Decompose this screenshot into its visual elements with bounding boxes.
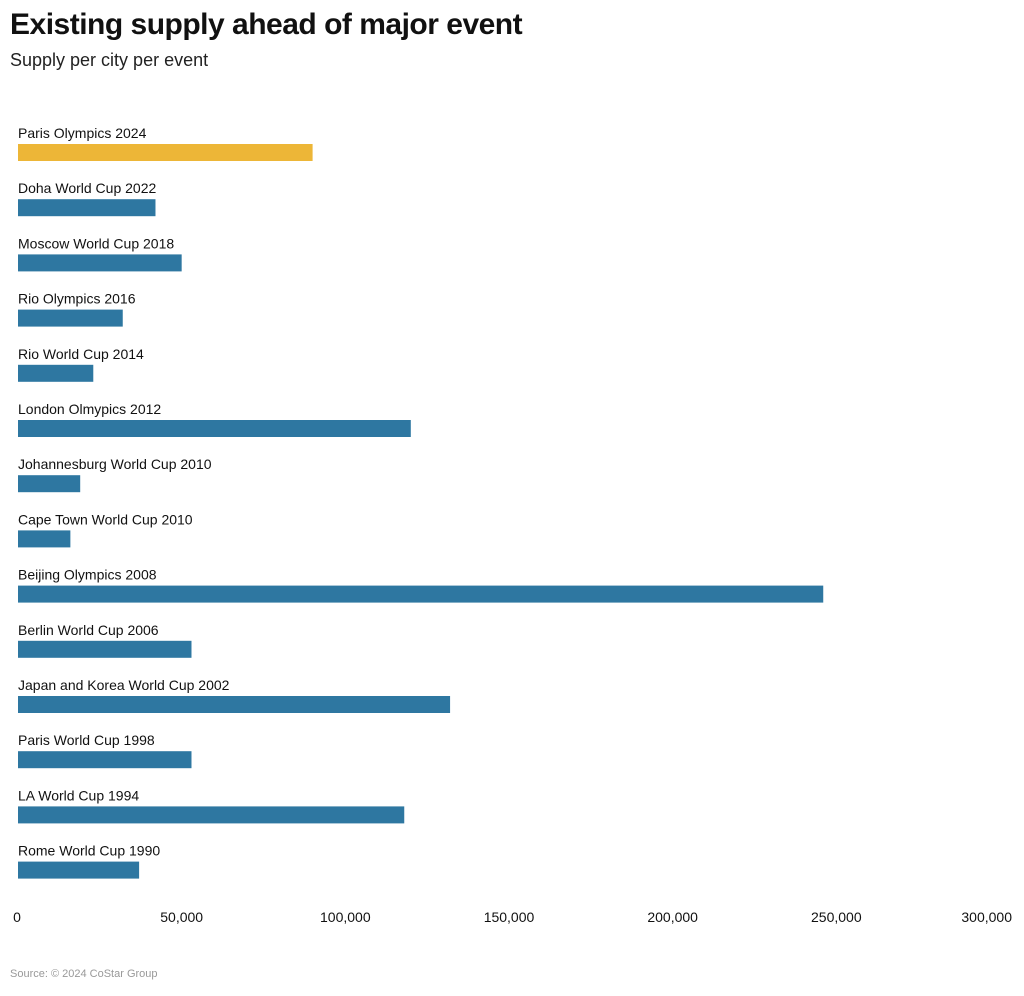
bar-paris-world-cup-1998 xyxy=(18,751,192,769)
bar-doha-world-cup-2022 xyxy=(18,199,156,217)
category-label-rio-world-cup-2014: Rio World Cup 2014 xyxy=(18,346,144,362)
bar-beijing-olympics-2008 xyxy=(18,585,824,603)
x-tick-label: 300,000 xyxy=(961,909,1012,925)
x-axis: 0 50,000 100,000 150,000 200,000 250,000 300,0… xyxy=(13,909,1012,925)
category-label-moscow-world-cup-2018: Moscow World Cup 2018 xyxy=(18,235,174,251)
category-label-cape-town-world-cup-2010: Cape Town World Cup 2010 xyxy=(18,511,193,527)
x-tick-label: 0 xyxy=(13,909,21,925)
category-label-johannesburg-world-cup-2010: Johannesburg World Cup 2010 xyxy=(18,456,212,472)
bar-rio-olympics-2016 xyxy=(18,309,123,327)
bar-london-olmypics-2012 xyxy=(18,420,411,437)
bar-berlin-world-cup-2006 xyxy=(18,640,192,658)
chart-subtitle: Supply per city per event xyxy=(10,50,209,70)
x-tick-label: 150,000 xyxy=(484,909,535,925)
category-label-doha-world-cup-2022: Doha World Cup 2022 xyxy=(18,180,156,196)
category-label-berlin-world-cup-2006: Berlin World Cup 2006 xyxy=(18,622,159,638)
category-label-rome-world-cup-1990: Rome World Cup 1990 xyxy=(18,843,160,859)
category-label-rio-olympics-2016: Rio Olympics 2016 xyxy=(18,291,136,307)
bar-paris-olympics-2024 xyxy=(18,144,313,161)
category-label-la-world-cup-1994: LA World Cup 1994 xyxy=(18,787,139,803)
category-label-paris-olympics-2024: Paris Olympics 2024 xyxy=(18,125,147,141)
bars-group: Paris Olympics 2024 Doha World Cup 2022 Mo… xyxy=(18,125,824,879)
x-tick-label: 200,000 xyxy=(647,909,698,925)
category-label-london-olmypics-2012: London Olmypics 2012 xyxy=(18,401,161,417)
category-label-beijing-olympics-2008: Beijing Olympics 2008 xyxy=(18,567,157,583)
x-tick-label: 250,000 xyxy=(811,909,862,925)
x-tick-label: 50,000 xyxy=(160,909,203,925)
bar-johannesburg-world-cup-2010 xyxy=(18,475,81,493)
bar-moscow-world-cup-2018 xyxy=(18,254,182,272)
chart-title: Existing supply ahead of major event xyxy=(10,8,523,41)
x-tick-label: 100,000 xyxy=(320,909,371,925)
category-label-paris-world-cup-1998: Paris World Cup 1998 xyxy=(18,732,155,748)
bar-rio-world-cup-2014 xyxy=(18,364,94,382)
bar-la-world-cup-1994 xyxy=(18,806,405,824)
source-note: Source: © 2024 CoStar Group xyxy=(10,968,158,980)
bar-cape-town-world-cup-2010 xyxy=(18,530,71,548)
category-label-japan-and-korea-world-cup-2002: Japan and Korea World Cup 2002 xyxy=(18,677,230,693)
bar-rome-world-cup-1990 xyxy=(18,861,140,879)
bar-japan-and-korea-world-cup-2002 xyxy=(18,696,451,713)
